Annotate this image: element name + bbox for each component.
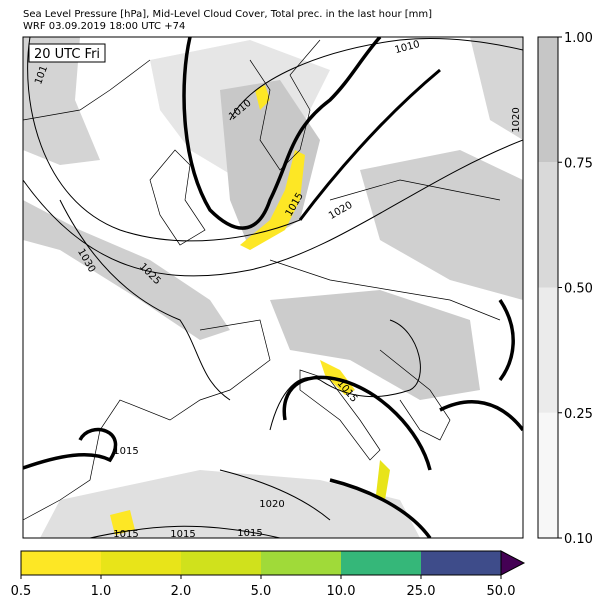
colorbar-tick-label: 1.0 [91,584,112,599]
colorbar-tick-label: 25.0 [407,584,436,599]
colorbar-tick-label: 5.0 [251,584,272,599]
colorbar-band [181,551,261,575]
colorbar-tick-label: 0.75 [564,156,593,171]
colorbar-band [101,551,181,575]
isobar-label: 1015 [170,529,195,540]
colorbar-band [261,551,341,575]
colorbar-band [421,551,501,575]
isobar-label: 1015 [113,529,138,540]
precip-colorbar: 0.5 1.0 2.0 5.0 10.0 25.0 50.0 [11,550,526,599]
title-line-2: WRF 03.09.2019 18:00 UTC +74 [23,21,185,32]
colorbar-extend-arrow [500,550,526,576]
colorbar-tick-label: 1.00 [564,31,593,46]
colorbar-tick-label: 50.0 [487,584,516,599]
colorbar-tick-label: 0.25 [564,407,593,422]
colorbar-tick-label: 2.0 [171,584,192,599]
colorbar-band [538,162,558,288]
colorbar-tick-label: 0.5 [11,584,32,599]
colorbar-band [538,412,558,538]
isobar-label: 1015 [237,528,262,539]
colorbar-tick-label: 0.50 [564,282,593,297]
cloud-colorbar: 0.10 0.25 0.50 0.75 1.00 [537,31,593,547]
colorbar-tick-label: 10.0 [327,584,356,599]
map: 101 1010 1010 1015 1020 1020 1030 1025 1… [23,37,523,540]
colorbar-band [21,551,101,575]
isobar-label: 1020 [259,499,284,510]
colorbar-tick-label: 0.10 [564,532,593,547]
time-label: 20 UTC Fri [34,47,100,62]
title-line-1: Sea Level Pressure [hPa], Mid-Level Clou… [23,9,432,20]
isobar-label: 1020 [511,107,522,132]
map-frame [22,36,524,539]
colorbar-band [341,551,421,575]
colorbar-band [538,37,558,163]
isobar-label: 1015 [113,446,138,457]
colorbar-band [538,287,558,413]
